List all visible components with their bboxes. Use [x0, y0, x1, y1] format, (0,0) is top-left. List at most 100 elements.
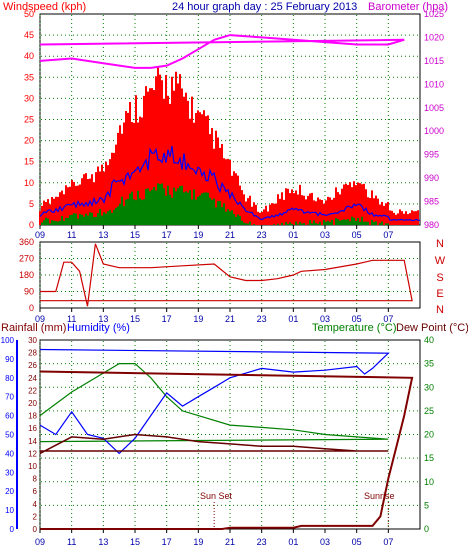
- temp-tick-label: 35: [424, 359, 434, 369]
- direction-tick-label: 360: [19, 237, 34, 247]
- humidity-tick-label: 40: [5, 449, 14, 458]
- rain-tick-label: 16: [28, 424, 37, 433]
- x-tick-label: 19: [193, 230, 203, 240]
- rain-tick-label: 20: [28, 399, 37, 408]
- rain-tick-label: 0: [33, 525, 38, 534]
- x-tick-label: 15: [130, 537, 140, 547]
- rain-tick-label: 18: [28, 412, 37, 421]
- rain-tick-label: 10: [28, 462, 37, 471]
- rainfall-label: Rainfall (mm): [1, 322, 66, 334]
- baro-tick-label: 1005: [424, 103, 444, 113]
- rain-tick-label: 4: [33, 500, 38, 509]
- wind-tick-label: 20: [24, 136, 34, 146]
- x-tick-label: 17: [162, 230, 172, 240]
- x-tick-label: 05: [352, 230, 362, 240]
- x-tick-label: 09: [35, 314, 45, 324]
- rain-tick-label: 28: [28, 349, 37, 358]
- temp-tick-label: 0: [424, 524, 429, 534]
- wind-tick-label: 5: [29, 199, 34, 209]
- baro-tick-label: 1025: [424, 9, 444, 19]
- wind-tick-label: 15: [24, 157, 34, 167]
- wind-low-bars: [41, 183, 389, 225]
- direction-tick-label: 0: [29, 303, 34, 313]
- rain-tick-label: 8: [33, 475, 38, 484]
- baro-tick-label: 980: [424, 220, 439, 230]
- x-tick-label: 01: [288, 537, 298, 547]
- x-tick-label: 17: [162, 314, 172, 324]
- graph-title: 24 hour graph day : 25 February 2013: [172, 1, 357, 13]
- wind-tick-label: 35: [24, 72, 34, 82]
- humidity-label: Humidity (%): [67, 322, 130, 334]
- rainfall-line: [39, 370, 414, 530]
- x-tick-label: 13: [98, 537, 108, 547]
- temp-tick-label: 20: [424, 430, 434, 440]
- compass-label: N: [436, 238, 444, 250]
- rain-tick-label: 22: [28, 386, 37, 395]
- temp-tick-label: 30: [424, 382, 434, 392]
- x-tick-label: 13: [98, 314, 108, 324]
- temperature-label: Temperature (°C): [312, 322, 396, 334]
- temp-tick-label: 15: [424, 453, 434, 463]
- x-tick-label: 21: [225, 537, 235, 547]
- dew-point-line: [39, 433, 389, 455]
- temp-tick-label: 5: [424, 500, 429, 510]
- compass-label: W: [435, 255, 446, 267]
- humidity-tick-label: 80: [5, 374, 14, 383]
- wind-tick-label: 25: [24, 115, 34, 125]
- baro-tick-label: 995: [424, 150, 439, 160]
- x-tick-label: 07: [383, 230, 393, 240]
- x-tick-label: 01: [288, 314, 298, 324]
- baro-tick-label: 1010: [424, 79, 444, 89]
- rain-tick-label: 26: [28, 361, 37, 370]
- x-tick-label: 07: [383, 537, 393, 547]
- x-tick-label: 01: [288, 230, 298, 240]
- baro-tick-label: 990: [424, 173, 439, 183]
- wind-direction-line: [40, 243, 413, 307]
- humidity-line: [39, 348, 390, 455]
- rain-tick-label: 12: [28, 449, 37, 458]
- x-tick-label: 03: [320, 314, 330, 324]
- x-tick-label: 15: [130, 314, 140, 324]
- x-tick-label: 23: [257, 537, 267, 547]
- x-tick-label: 11: [67, 314, 76, 324]
- rain-tick-label: 30: [28, 336, 37, 345]
- rain-tick-label: 6: [33, 487, 38, 496]
- humidity-tick-label: 100: [1, 336, 15, 345]
- compass-label: E: [436, 288, 443, 300]
- x-tick-label: 09: [35, 230, 45, 240]
- x-tick-label: 03: [320, 230, 330, 240]
- x-tick-label: 15: [130, 230, 140, 240]
- x-tick-label: 23: [257, 230, 267, 240]
- x-tick-label: 09: [35, 537, 45, 547]
- humidity-tick-label: 10: [5, 506, 14, 515]
- humidity-tick-label: 50: [5, 431, 14, 440]
- dew-point-label: Dew Point (°C): [396, 322, 468, 334]
- x-tick-label: 05: [352, 314, 362, 324]
- x-tick-label: 11: [67, 537, 76, 547]
- sunset-label: Sun Set: [200, 491, 233, 501]
- temp-tick-label: 10: [424, 477, 434, 487]
- wind-tick-label: 10: [24, 178, 34, 188]
- x-tick-label: 03: [320, 537, 330, 547]
- wind-tick-label: 30: [24, 93, 34, 103]
- direction-tick-label: 180: [19, 270, 34, 280]
- x-tick-label: 19: [193, 314, 203, 324]
- windspeed-bars: [39, 67, 419, 225]
- humidity-tick-label: 30: [5, 468, 14, 477]
- sunrise-label: Sunrise: [364, 491, 395, 501]
- temp-tick-label: 25: [424, 406, 434, 416]
- humidity-tick-label: 70: [5, 393, 14, 402]
- barometer-line: [39, 34, 405, 69]
- compass-label: S: [436, 272, 443, 284]
- wind-tick-label: 0: [29, 220, 34, 230]
- baro-tick-label: 985: [424, 197, 439, 207]
- wind-average-line: [39, 145, 421, 222]
- wind-tick-label: 50: [24, 9, 34, 19]
- x-tick-label: 23: [257, 314, 267, 324]
- rain-tick-label: 24: [28, 374, 37, 383]
- wind-tick-label: 40: [24, 51, 34, 61]
- rain-tick-label: 2: [33, 512, 38, 521]
- humidity-tick-label: 90: [5, 355, 14, 364]
- baro-tick-label: 1020: [424, 32, 444, 42]
